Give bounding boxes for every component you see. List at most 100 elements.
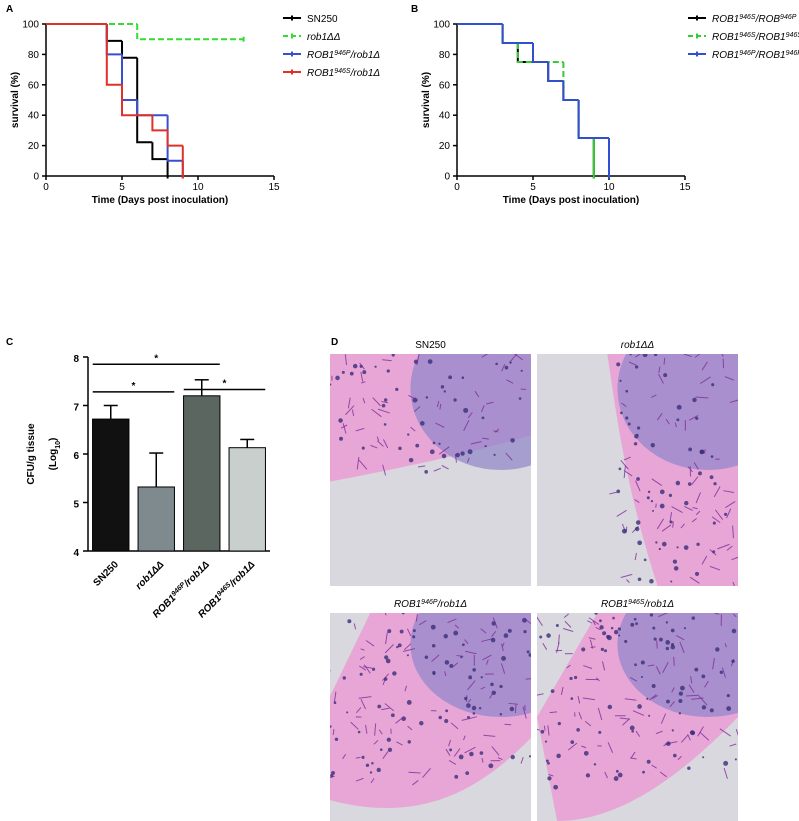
image-caption-part: /rob1Δ: [644, 599, 675, 610]
nucleus: [540, 729, 545, 734]
nucleus: [544, 740, 548, 743]
hypha: [621, 402, 627, 407]
nucleus: [427, 359, 433, 364]
nucleus: [528, 755, 531, 758]
hypha: [635, 354, 641, 358]
nucleus: [429, 449, 435, 455]
nucleus: [613, 629, 619, 635]
hypha: [634, 499, 640, 503]
nucleus: [602, 631, 607, 636]
nucleus: [432, 670, 436, 675]
hypha: [623, 470, 633, 477]
tissue-epidermis: [410, 613, 531, 717]
hypha: [623, 456, 631, 461]
legend-label: rob1ΔΔ: [307, 32, 341, 43]
nucleus: [441, 453, 447, 459]
nucleus: [655, 541, 658, 544]
hypha: [537, 616, 543, 627]
nucleus: [625, 389, 629, 393]
hypha: [416, 354, 420, 366]
hypha: [345, 405, 355, 416]
nucleus: [617, 772, 623, 778]
bar: [92, 418, 130, 552]
hypha: [694, 354, 700, 358]
hypha: [711, 516, 721, 524]
survival-step: [562, 62, 579, 101]
hypha: [695, 396, 709, 399]
hypha: [630, 757, 637, 760]
image-caption-part: /rob1Δ: [437, 599, 468, 610]
nucleus: [407, 433, 410, 436]
legend-label-part: 946P: [780, 14, 797, 21]
nucleus: [669, 520, 673, 524]
hypha: [360, 371, 364, 382]
hypha: [584, 720, 592, 727]
hypha: [404, 685, 408, 692]
nucleus: [629, 725, 635, 731]
nucleus: [640, 675, 643, 679]
legend-label-part: 946S: [786, 32, 799, 39]
nucleus: [376, 767, 381, 773]
x-tick-label: 0: [454, 182, 460, 193]
nucleus: [523, 630, 527, 634]
hypha: [656, 518, 665, 530]
hypha: [680, 734, 689, 743]
nucleus: [341, 370, 345, 374]
hypha: [721, 354, 724, 357]
hypha: [356, 707, 362, 714]
hypha: [732, 525, 735, 539]
significance-label: *: [154, 353, 158, 364]
nucleus: [518, 397, 522, 400]
hypha: [595, 677, 600, 682]
y-axis-label-part: 10: [55, 441, 62, 449]
x-tick-label: 5: [530, 182, 536, 193]
x-tick-label-part: rob1ΔΔ: [134, 559, 167, 592]
nucleus: [642, 354, 648, 358]
nucleus: [649, 613, 654, 617]
hypha: [655, 666, 661, 675]
hypha: [373, 740, 379, 745]
panel-label: D: [331, 337, 338, 348]
y-tick-label: 40: [439, 111, 451, 122]
nucleus: [731, 628, 737, 634]
nucleus: [445, 709, 449, 713]
legend-label-part: 946P: [739, 50, 756, 57]
x-tick-label: 0: [43, 182, 49, 193]
nucleus: [668, 493, 673, 498]
nucleus: [330, 383, 332, 386]
nucleus: [673, 566, 679, 571]
hypha: [588, 617, 600, 625]
hypha: [480, 628, 487, 634]
hypha: [698, 695, 708, 706]
nucleus: [480, 676, 483, 679]
nucleus: [702, 756, 705, 759]
hypha: [344, 354, 348, 366]
nucleus: [371, 667, 376, 671]
hypha: [628, 361, 637, 366]
legend-label-part: /rob1Δ: [350, 50, 381, 61]
nucleus: [522, 617, 527, 623]
hypha: [481, 757, 484, 763]
nucleus: [458, 754, 464, 760]
nucleus: [391, 354, 395, 357]
hypha: [547, 725, 550, 736]
legend-label: ROB1946S/rob1Δ: [307, 68, 380, 80]
hypha: [713, 486, 721, 498]
nucleus: [444, 660, 450, 665]
x-tick-label: 10: [603, 182, 615, 193]
nucleus: [598, 730, 602, 734]
hypha: [378, 729, 383, 735]
survival-step: [151, 142, 168, 161]
nucleus: [347, 619, 352, 624]
hypha: [482, 654, 492, 661]
nucleus: [600, 647, 604, 652]
hypha: [467, 716, 478, 720]
nucleus: [504, 365, 509, 370]
legend-label-part: SN250: [307, 14, 338, 25]
x-tick-label: 15: [679, 182, 691, 193]
survival-step: [577, 100, 594, 139]
nucleus: [618, 467, 622, 471]
hypha: [333, 691, 337, 703]
nucleus: [635, 520, 641, 525]
hypha: [377, 408, 390, 414]
